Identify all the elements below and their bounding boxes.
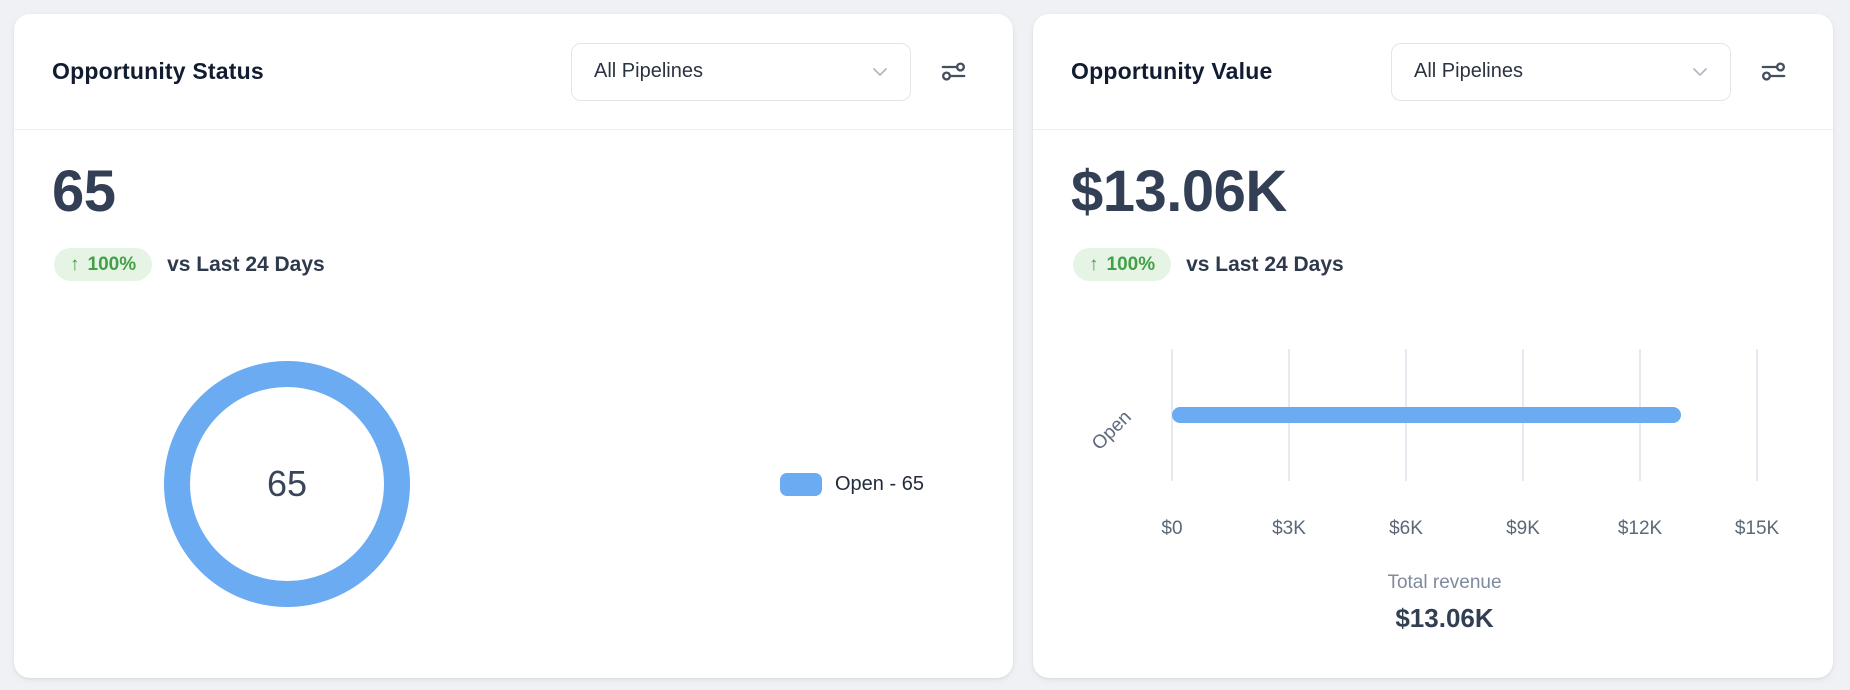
card-title: Opportunity Status <box>52 58 264 84</box>
opportunity-status-card: Opportunity Status All Pipelines 65 ↑ 10… <box>14 14 1013 678</box>
opportunity-count-value: 65 <box>52 159 116 224</box>
legend-swatch <box>780 473 822 496</box>
trend-up-arrow-icon: ↑ <box>1089 254 1099 275</box>
donut-center-value: 65 <box>266 463 308 504</box>
gridline <box>1756 349 1758 481</box>
card-title: Opportunity Value <box>1071 58 1273 84</box>
change-percent: 100% <box>1106 253 1156 275</box>
opportunity-value-card: Opportunity Value All Pipelines $13.06K … <box>1033 14 1833 678</box>
chevron-down-icon <box>1693 67 1707 76</box>
stat-comparison-row: ↑ 100% vs Last 24 Days <box>54 248 325 281</box>
x-axis-tick: $6K <box>1389 518 1423 539</box>
legend-label: Open - 65 <box>835 473 924 495</box>
pipeline-select-value: All Pipelines <box>594 60 703 82</box>
total-revenue-label: Total revenue <box>1387 572 1502 593</box>
stat-comparison-row: ↑ 100% vs Last 24 Days <box>1073 248 1344 281</box>
chevron-down-icon <box>873 67 887 76</box>
comparison-label: vs Last 24 Days <box>167 252 325 276</box>
change-badge: ↑ 100% <box>54 248 153 281</box>
legend-item-open[interactable]: Open - 65 <box>780 473 924 496</box>
chart-filter-button[interactable] <box>1757 56 1789 88</box>
comparison-label: vs Last 24 Days <box>1186 252 1344 276</box>
change-badge: ↑ 100% <box>1073 248 1172 281</box>
chart-footer: Total revenue $13.06K <box>1172 572 1717 634</box>
x-axis-tick: $12K <box>1617 518 1663 539</box>
total-revenue-value: $13.06K <box>1395 603 1494 633</box>
change-percent: 100% <box>87 253 137 275</box>
chart-filter-button[interactable] <box>937 56 969 88</box>
x-axis-tick: $15K <box>1734 518 1780 539</box>
opportunity-value-total: $13.06K <box>1071 159 1287 224</box>
x-axis-tick: $0 <box>1161 518 1183 539</box>
trend-up-arrow-icon: ↑ <box>70 254 80 275</box>
card-header: Opportunity Status All Pipelines <box>14 14 1013 130</box>
pipeline-select[interactable]: All Pipelines <box>571 42 911 101</box>
donut-chart: 65 <box>162 359 412 609</box>
sliders-icon <box>1761 62 1785 81</box>
pipeline-select-value: All Pipelines <box>1414 60 1523 82</box>
donut-ring <box>164 361 410 607</box>
x-axis-tick: $3K <box>1272 518 1306 539</box>
sliders-icon <box>941 62 965 81</box>
bar-open <box>1172 407 1681 423</box>
y-axis-category-label: Open <box>1088 406 1136 455</box>
x-axis-tick: $9K <box>1506 518 1540 539</box>
pipeline-select[interactable]: All Pipelines <box>1391 42 1731 101</box>
card-header: Opportunity Value All Pipelines <box>1033 14 1833 130</box>
